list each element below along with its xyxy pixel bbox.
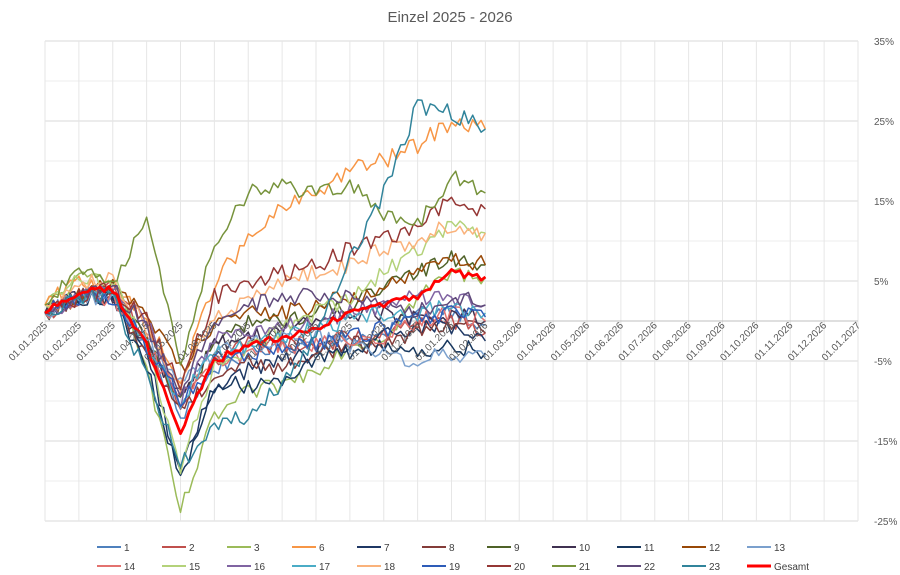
y-tick-label: -25% xyxy=(874,517,897,528)
series-line-23 xyxy=(44,99,486,468)
legend-label: 9 xyxy=(514,543,520,554)
y-tick-label: 35% xyxy=(874,37,894,48)
y-tick-label: -5% xyxy=(874,357,892,368)
legend-label: 15 xyxy=(189,562,201,573)
grid xyxy=(44,40,859,522)
legend-label: 23 xyxy=(709,562,721,573)
legend-label: 12 xyxy=(709,543,721,554)
legend-label: 17 xyxy=(319,562,331,573)
series-line-18 xyxy=(44,221,487,392)
y-tick-label: -15% xyxy=(874,437,897,448)
y-tick-label: 15% xyxy=(874,197,894,208)
legend-label: 1 xyxy=(124,543,130,554)
legend-label: 8 xyxy=(449,543,455,554)
y-axis-ticks: 35% 25% 15% 5% -5% -15% -25% xyxy=(874,37,897,528)
series-line-gesamt xyxy=(44,268,487,435)
series-lines xyxy=(44,99,487,514)
series-line-15 xyxy=(44,220,486,475)
legend-label: 20 xyxy=(514,562,526,573)
legend-label: 14 xyxy=(124,562,136,573)
legend-label: 19 xyxy=(449,562,461,573)
legend-label: 21 xyxy=(579,562,591,573)
legend-label: 16 xyxy=(254,562,266,573)
y-tick-label: 25% xyxy=(874,117,894,128)
y-tick-label: 5% xyxy=(874,277,889,288)
legend-label: Gesamt xyxy=(774,562,809,573)
legend-label: 2 xyxy=(189,543,195,554)
legend-label: 13 xyxy=(774,543,786,554)
legend-label: 22 xyxy=(644,562,656,573)
legend-label: 11 xyxy=(644,543,655,554)
legend-label: 18 xyxy=(384,562,396,573)
legend-label: 10 xyxy=(579,543,591,554)
series-line-21 xyxy=(44,170,486,366)
legend-label: 3 xyxy=(254,543,260,554)
legend-label: 6 xyxy=(319,543,325,554)
chart-title: Einzel 2025 - 2026 xyxy=(387,9,512,26)
legend-label: 7 xyxy=(384,543,390,554)
series-line-22 xyxy=(44,284,486,397)
